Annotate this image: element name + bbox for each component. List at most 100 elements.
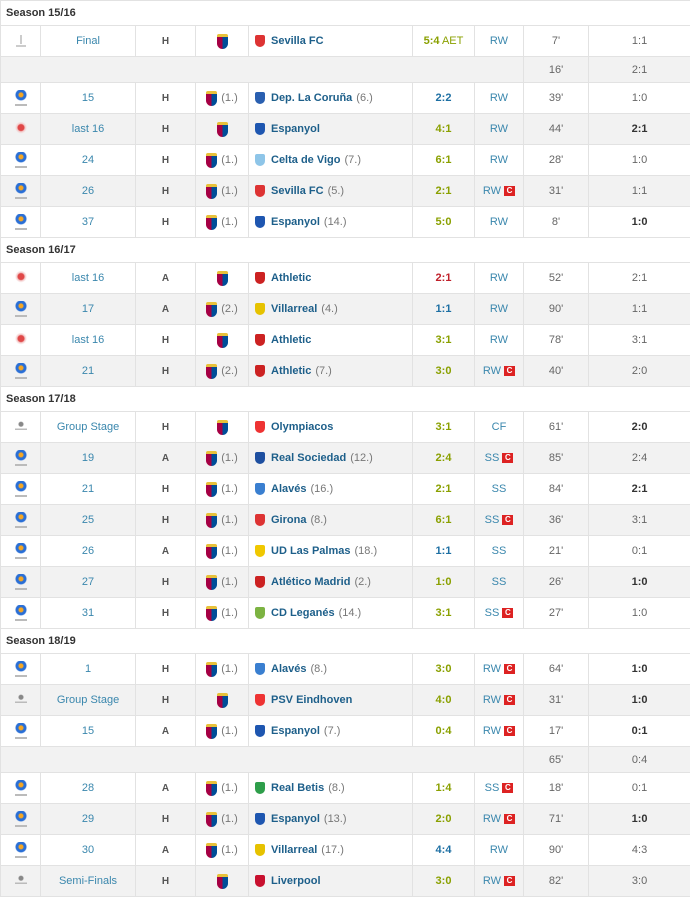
- home-team-cell[interactable]: (1.): [195, 566, 249, 598]
- opponent-cell[interactable]: Sevilla FC: [248, 25, 413, 57]
- match-row[interactable]: 24 H (1.) Celta de Vigo (7.) 6:1 RW 28' 1…: [0, 144, 690, 176]
- match-row[interactable]: 15 H (1.) Dep. La Coruña (6.) 2:2 RW 39' …: [0, 82, 690, 114]
- result-link[interactable]: 1:1: [435, 545, 452, 557]
- home-team-cell[interactable]: (1.): [195, 144, 249, 176]
- home-team-cell[interactable]: [195, 865, 249, 897]
- home-team-cell[interactable]: (1.): [195, 653, 249, 685]
- match-row[interactable]: 15 A (1.) Espanyol (7.) 0:4 RW C 17' 0:1: [0, 715, 690, 747]
- competition-link[interactable]: [0, 293, 41, 325]
- match-row[interactable]: 31 H (1.) CD Leganés (14.) 3:1 SS C 27' 1:…: [0, 597, 690, 629]
- match-row[interactable]: Group Stage H Olympiacos 3:1 CF 61' 2:0: [0, 411, 690, 443]
- match-row[interactable]: 21 H (1.) Alavés (16.) 2:1 SS 84' 2:1: [0, 473, 690, 505]
- match-row[interactable]: 26 A (1.) UD Las Palmas (18.) 1:1 SS 21' …: [0, 535, 690, 567]
- matchday-link[interactable]: Semi-Finals: [40, 865, 136, 897]
- result-link[interactable]: 2:2: [435, 92, 452, 104]
- home-team-cell[interactable]: (1.): [195, 473, 249, 505]
- result-cell[interactable]: 4:4: [412, 834, 475, 866]
- result-link[interactable]: 3:0: [435, 365, 452, 377]
- result-cell[interactable]: 4:0: [412, 684, 475, 716]
- opponent-cell[interactable]: Real Betis (8.): [248, 772, 413, 804]
- result-cell[interactable]: 6:1: [412, 504, 475, 536]
- home-team-cell[interactable]: (1.): [195, 175, 249, 207]
- matchday-link[interactable]: 30: [40, 834, 136, 866]
- opponent-link[interactable]: CD Leganés: [271, 606, 335, 619]
- result-cell[interactable]: 2:4: [412, 442, 475, 474]
- home-team-cell[interactable]: (1.): [195, 504, 249, 536]
- competition-link[interactable]: [0, 324, 41, 356]
- matchday-link[interactable]: 26: [40, 175, 136, 207]
- opponent-cell[interactable]: Athletic: [248, 324, 413, 356]
- opponent-link[interactable]: Villarreal: [271, 843, 318, 856]
- result-link[interactable]: 2:1: [435, 483, 452, 495]
- opponent-link[interactable]: Alavés: [271, 662, 307, 675]
- competition-link[interactable]: [0, 411, 41, 443]
- home-team-cell[interactable]: [195, 262, 249, 294]
- opponent-link[interactable]: Dep. La Coruña: [271, 91, 353, 104]
- result-link[interactable]: 3:1: [435, 421, 452, 433]
- match-row[interactable]: 25 H (1.) Girona (8.) 6:1 SS C 36' 3:1: [0, 504, 690, 536]
- opponent-link[interactable]: Celta de Vigo: [271, 153, 341, 166]
- result-cell[interactable]: 3:0: [412, 355, 475, 387]
- match-row[interactable]: last 16 H Athletic 3:1 RW 78' 3:1: [0, 324, 690, 356]
- match-row[interactable]: 29 H (1.) Espanyol (13.) 2:0 RW C 71' 1:0: [0, 803, 690, 835]
- competition-link[interactable]: [0, 715, 41, 747]
- opponent-cell[interactable]: Villarreal (4.): [248, 293, 413, 325]
- opponent-cell[interactable]: Espanyol: [248, 113, 413, 145]
- result-cell[interactable]: 5:0: [412, 206, 475, 238]
- result-cell[interactable]: 3:0: [412, 865, 475, 897]
- competition-link[interactable]: [0, 355, 41, 387]
- match-row[interactable]: 17 A (2.) Villarreal (4.) 1:1 RW 90' 1:1: [0, 293, 690, 325]
- opponent-link[interactable]: Atlético Madrid: [271, 575, 351, 588]
- matchday-link[interactable]: 37: [40, 206, 136, 238]
- opponent-cell[interactable]: Espanyol (14.): [248, 206, 413, 238]
- home-team-cell[interactable]: (1.): [195, 803, 249, 835]
- home-team-cell[interactable]: [195, 411, 249, 443]
- home-team-cell[interactable]: (1.): [195, 772, 249, 804]
- competition-link[interactable]: [0, 25, 41, 57]
- match-row[interactable]: 21 H (2.) Athletic (7.) 3:0 RW C 40' 2:0: [0, 355, 690, 387]
- result-link[interactable]: 5:4: [423, 35, 440, 47]
- result-cell[interactable]: 1:1: [412, 535, 475, 567]
- home-team-cell[interactable]: (1.): [195, 206, 249, 238]
- competition-link[interactable]: [0, 653, 41, 685]
- opponent-link[interactable]: Liverpool: [271, 874, 321, 887]
- opponent-cell[interactable]: Girona (8.): [248, 504, 413, 536]
- competition-link[interactable]: [0, 865, 41, 897]
- competition-link[interactable]: [0, 803, 41, 835]
- home-team-cell[interactable]: (1.): [195, 715, 249, 747]
- competition-link[interactable]: [0, 504, 41, 536]
- result-link[interactable]: 3:0: [435, 875, 452, 887]
- result-cell[interactable]: 3:1: [412, 324, 475, 356]
- matchday-link[interactable]: 17: [40, 293, 136, 325]
- opponent-cell[interactable]: Athletic (7.): [248, 355, 413, 387]
- match-row[interactable]: 37 H (1.) Espanyol (14.) 5:0 RW 8' 1:0: [0, 206, 690, 238]
- opponent-cell[interactable]: Villarreal (17.): [248, 834, 413, 866]
- competition-link[interactable]: [0, 144, 41, 176]
- result-cell[interactable]: 2:1: [412, 175, 475, 207]
- competition-link[interactable]: [0, 206, 41, 238]
- home-team-cell[interactable]: (1.): [195, 442, 249, 474]
- match-row[interactable]: last 16 H Espanyol 4:1 RW 44' 2:1: [0, 113, 690, 145]
- competition-link[interactable]: [0, 442, 41, 474]
- match-row[interactable]: 28 A (1.) Real Betis (8.) 1:4 SS C 18' 0:1: [0, 772, 690, 804]
- competition-link[interactable]: [0, 175, 41, 207]
- competition-link[interactable]: [0, 113, 41, 145]
- result-link[interactable]: 4:1: [435, 123, 452, 135]
- matchday-link[interactable]: 31: [40, 597, 136, 629]
- opponent-link[interactable]: Olympiacos: [271, 420, 334, 433]
- match-row[interactable]: 27 H (1.) Atlético Madrid (2.) 1:0 SS 26'…: [0, 566, 690, 598]
- competition-link[interactable]: [0, 597, 41, 629]
- result-link[interactable]: 4:4: [435, 844, 452, 856]
- match-row[interactable]: last 16 A Athletic 2:1 RW 52' 2:1: [0, 262, 690, 294]
- opponent-link[interactable]: Real Sociedad: [271, 451, 347, 464]
- opponent-link[interactable]: Espanyol: [271, 724, 320, 737]
- matchday-link[interactable]: last 16: [40, 324, 136, 356]
- result-cell[interactable]: 3:0: [412, 653, 475, 685]
- matchday-link[interactable]: last 16: [40, 113, 136, 145]
- result-cell[interactable]: 2:1: [412, 262, 475, 294]
- matchday-link[interactable]: last 16: [40, 262, 136, 294]
- result-cell[interactable]: 1:1: [412, 293, 475, 325]
- matchday-link[interactable]: 1: [40, 653, 136, 685]
- opponent-link[interactable]: Alavés: [271, 482, 307, 495]
- opponent-cell[interactable]: Celta de Vigo (7.): [248, 144, 413, 176]
